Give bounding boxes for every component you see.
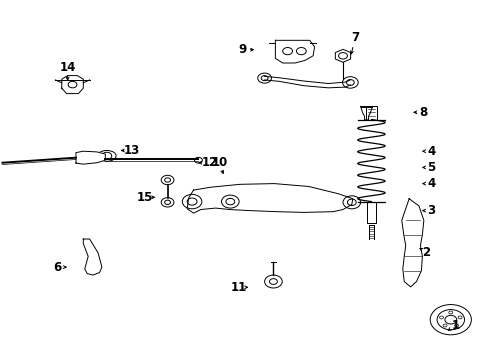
Circle shape — [440, 316, 443, 319]
Ellipse shape — [98, 150, 116, 161]
Text: 5: 5 — [427, 161, 435, 174]
Circle shape — [161, 198, 174, 207]
Polygon shape — [275, 40, 315, 63]
Circle shape — [68, 81, 77, 88]
Circle shape — [195, 157, 202, 163]
Polygon shape — [187, 184, 353, 213]
Circle shape — [430, 305, 471, 335]
Circle shape — [343, 77, 358, 88]
Circle shape — [443, 324, 447, 327]
Text: 9: 9 — [239, 43, 246, 56]
Circle shape — [187, 198, 197, 205]
Circle shape — [261, 76, 268, 81]
Text: 14: 14 — [59, 61, 76, 74]
Circle shape — [347, 199, 356, 206]
Circle shape — [458, 316, 462, 319]
Text: 11: 11 — [231, 281, 247, 294]
Circle shape — [165, 178, 171, 182]
Polygon shape — [265, 76, 350, 88]
Text: 12: 12 — [201, 156, 218, 169]
Circle shape — [102, 152, 112, 159]
Circle shape — [161, 175, 174, 185]
Text: 7: 7 — [351, 31, 359, 44]
Circle shape — [343, 196, 361, 209]
Polygon shape — [83, 239, 102, 275]
Circle shape — [455, 324, 459, 327]
Polygon shape — [402, 199, 424, 287]
Circle shape — [283, 48, 293, 55]
Text: 8: 8 — [420, 106, 428, 119]
Polygon shape — [335, 49, 351, 62]
Polygon shape — [76, 151, 105, 164]
Circle shape — [270, 279, 277, 284]
FancyBboxPatch shape — [366, 106, 377, 120]
Circle shape — [449, 311, 453, 314]
Text: 1: 1 — [452, 319, 460, 332]
Text: 4: 4 — [427, 145, 435, 158]
Circle shape — [258, 73, 271, 83]
Circle shape — [265, 275, 282, 288]
Circle shape — [165, 200, 171, 204]
Text: 4: 4 — [427, 177, 435, 190]
FancyBboxPatch shape — [367, 202, 376, 223]
Polygon shape — [62, 76, 83, 94]
Circle shape — [182, 194, 202, 209]
Circle shape — [296, 48, 306, 55]
Text: 10: 10 — [211, 156, 228, 169]
Text: 13: 13 — [123, 144, 140, 157]
Text: 3: 3 — [427, 204, 435, 217]
Text: 6: 6 — [54, 261, 62, 274]
Text: 15: 15 — [136, 191, 153, 204]
Polygon shape — [361, 107, 372, 120]
Circle shape — [437, 310, 465, 330]
Circle shape — [226, 198, 235, 205]
Text: 2: 2 — [422, 246, 430, 258]
Circle shape — [339, 53, 347, 59]
Circle shape — [221, 195, 239, 208]
Circle shape — [445, 315, 457, 324]
Circle shape — [346, 80, 354, 85]
